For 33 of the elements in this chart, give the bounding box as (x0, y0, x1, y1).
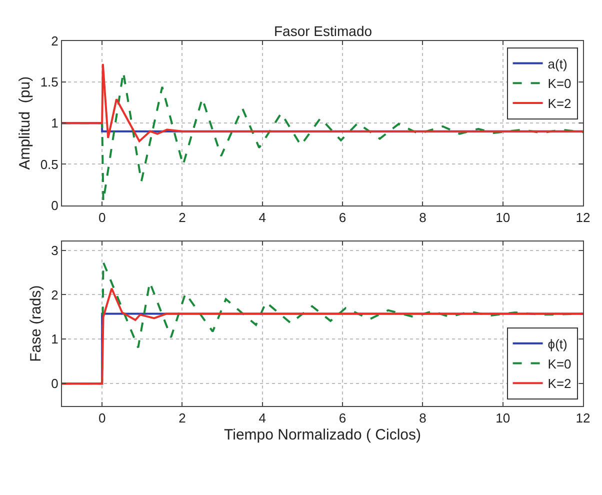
x-tick-label: 8 (419, 410, 426, 426)
x-tick-label: 6 (338, 410, 346, 426)
y-tick-label: 0.5 (40, 156, 58, 172)
legend-label: K=0 (548, 356, 572, 372)
y-tick-label: 0 (51, 376, 58, 392)
legend-label: K=2 (548, 376, 572, 392)
x-tick-label: 6 (338, 210, 346, 225)
y-axis-title: Fase (rads) (27, 285, 44, 362)
x-tick-label: 10 (496, 410, 510, 426)
legend-label: ϕ(t) (548, 336, 568, 352)
x-tick-label: 2 (178, 210, 186, 225)
legend-label: K=2 (548, 96, 572, 112)
legend-label: a(t) (548, 56, 568, 72)
y-tick-label: 1 (51, 332, 58, 347)
x-tick-label: 0 (98, 410, 106, 426)
y-tick-label: 3 (51, 242, 58, 258)
x-tick-label: 2 (178, 410, 186, 426)
x-tick-label: 0 (98, 210, 106, 225)
y-tick-label: 2 (51, 287, 58, 302)
y-tick-label: 2 (51, 33, 58, 48)
y-axis-title: Amplitud (pu) (16, 76, 34, 170)
y-tick-label: 1.5 (40, 74, 58, 90)
x-tick-label: 10 (496, 210, 510, 225)
chart-title: Fasor Estimado (274, 23, 372, 39)
x-axis-title: Tiempo Normalizado ( Ciclos) (224, 426, 421, 444)
y-tick-label: 0 (51, 198, 58, 213)
x-tick-label: 12 (576, 210, 590, 225)
y-tick-label: 1 (51, 116, 58, 131)
x-tick-label: 12 (576, 410, 590, 426)
x-tick-label: 8 (419, 210, 426, 225)
x-tick-label: 4 (258, 210, 266, 225)
x-tick-label: 4 (258, 410, 266, 426)
legend-label: K=0 (548, 76, 572, 92)
